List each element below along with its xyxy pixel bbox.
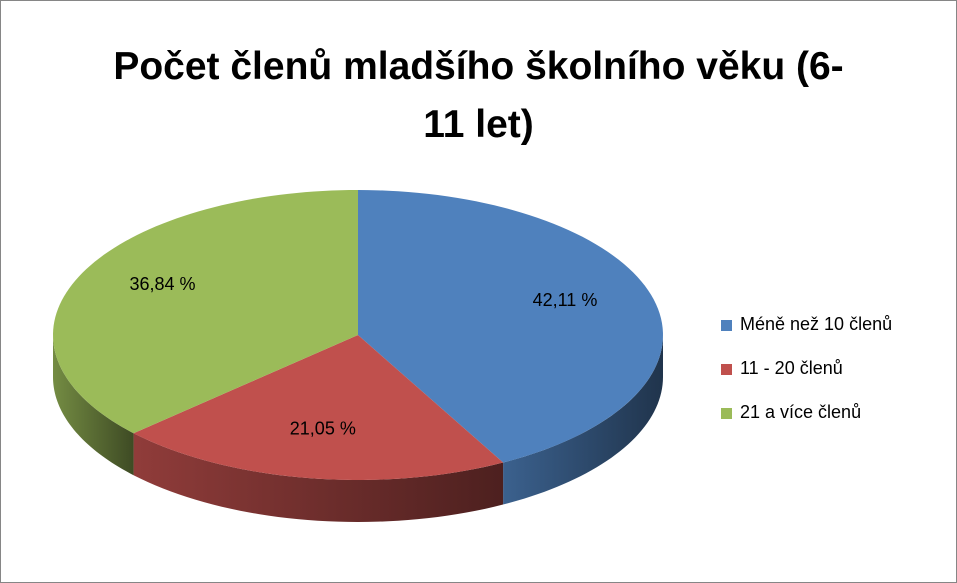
- data-label: 36,84 %: [129, 274, 195, 294]
- slice: [133, 335, 504, 480]
- chart-title: Počet členů mladšího školního věku (6-11…: [113, 45, 844, 146]
- legend-label: 21 a více členů: [740, 402, 861, 422]
- slice-side: [53, 335, 134, 476]
- legend-swatch: [721, 408, 732, 419]
- slice-side: [503, 335, 663, 505]
- slice-side: [133, 433, 504, 522]
- data-label: 42,11 %: [533, 290, 598, 310]
- slice: [358, 190, 663, 463]
- legend-swatch: [721, 364, 732, 375]
- legend-label: 11 - 20 členů: [740, 358, 843, 378]
- legend-label: Méně než 10 členů: [740, 314, 892, 334]
- chart-title-box: Počet členů mladšího školního věku (6-11…: [0, 38, 957, 154]
- slice: [53, 190, 358, 434]
- legend-swatch: [721, 320, 732, 331]
- data-label: 21,05 %: [290, 419, 356, 439]
